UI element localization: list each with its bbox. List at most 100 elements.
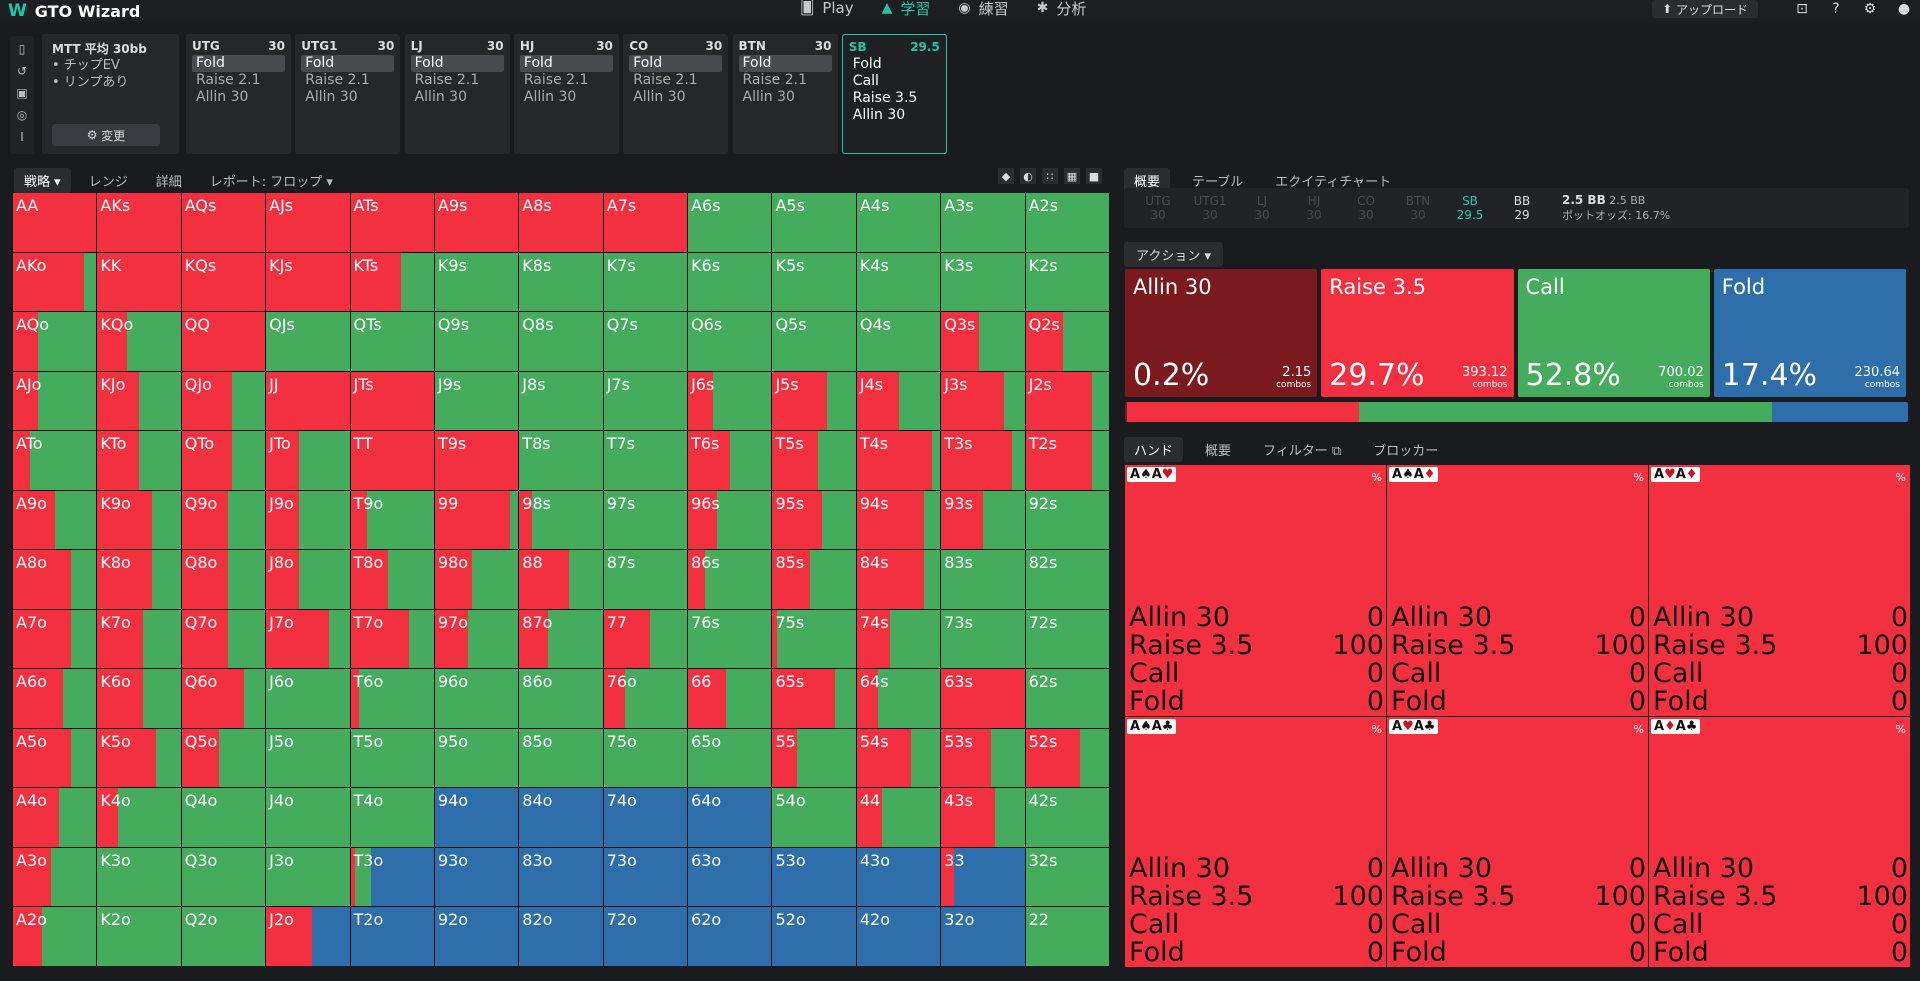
hand-cell[interactable]: 42s — [1025, 788, 1109, 847]
tab-hand-overview[interactable]: 概要 — [1205, 444, 1232, 459]
action-card[interactable]: Call 52.8% 700.02 combos — [1517, 269, 1710, 397]
hand-cell[interactable]: 32s — [1025, 847, 1109, 907]
hand-cell[interactable]: K6o — [97, 669, 181, 728]
hand-cell[interactable]: K3s — [941, 252, 1025, 312]
hand-cell[interactable]: JTs — [350, 371, 434, 431]
gear-icon[interactable]: ⚙ — [1863, 1, 1877, 17]
hand-cell[interactable]: 63o — [688, 847, 772, 907]
hand-cell[interactable]: K8s — [519, 252, 603, 312]
hand-cell[interactable]: Q5s — [772, 312, 856, 371]
hand-cell[interactable]: A8s — [519, 193, 603, 252]
hand-cell[interactable]: J6s — [688, 371, 772, 431]
hand-cell[interactable]: 65o — [688, 728, 772, 788]
hand-cell[interactable]: JJ — [266, 371, 350, 431]
hand-cell[interactable]: 77 — [603, 609, 688, 669]
hand-cell[interactable]: 76o — [603, 669, 688, 728]
hand-cell[interactable]: T4o — [350, 788, 434, 847]
hand-cell[interactable]: QTo — [181, 431, 266, 490]
hand-cell[interactable]: Q3s — [941, 312, 1025, 371]
hand-cell[interactable]: AJs — [266, 193, 350, 252]
position-card-co[interactable]: CO 30 Fold Raise 2.1 Allin 30 — [623, 34, 729, 154]
hand-cell[interactable]: QJs — [266, 312, 350, 371]
position-option[interactable]: Raise 2.1 — [196, 72, 261, 88]
hand-cell[interactable]: T7o — [350, 609, 434, 669]
hand-cell[interactable]: 95s — [772, 490, 856, 550]
hand-cell[interactable]: K7s — [603, 252, 688, 312]
hand-cell[interactable]: 82o — [519, 907, 603, 966]
hand-cell[interactable]: 32o — [941, 907, 1025, 966]
hand-cell[interactable]: 92s — [1025, 490, 1109, 550]
hand-cell[interactable]: JTo — [266, 431, 350, 490]
hand-cell[interactable]: 65s — [772, 669, 856, 728]
hand-cell[interactable]: 88 — [519, 550, 603, 609]
seat-bb[interactable]: BB 29 — [1496, 194, 1548, 222]
seat-utg1[interactable]: UTG1 30 — [1184, 194, 1236, 222]
hand-cell[interactable]: 84s — [856, 550, 941, 609]
hand-cell[interactable]: Q9s — [434, 312, 519, 371]
position-option[interactable]: Fold — [519, 55, 613, 72]
tab-equity-chart[interactable]: エクイティチャート — [1275, 175, 1392, 190]
hand-cell[interactable]: KJo — [97, 371, 181, 431]
hand-cell[interactable]: J7o — [266, 609, 350, 669]
hand-cell[interactable]: 64o — [688, 788, 772, 847]
hand-cell[interactable]: KQo — [97, 312, 181, 371]
hand-cell[interactable]: 53o — [772, 847, 856, 907]
position-option[interactable]: Fold — [852, 56, 882, 72]
change-button[interactable]: ⚙ 変更 — [52, 124, 160, 146]
hand-cell[interactable]: 73o — [603, 847, 688, 907]
hand-cell[interactable]: A5o — [13, 728, 97, 788]
combo-cell[interactable]: A♥A♣% Allin 30 0 Raise 3.5 100 Call 0 Fold 0 — [1387, 716, 1648, 967]
hand-cell[interactable]: 73s — [941, 609, 1025, 669]
seat-lj[interactable]: LJ 30 — [1236, 194, 1288, 222]
hand-cell[interactable]: 75o — [603, 728, 688, 788]
hand-cell[interactable]: 53s — [941, 728, 1025, 788]
hand-cell[interactable]: J2o — [266, 907, 350, 966]
hand-cell[interactable]: 44 — [856, 788, 941, 847]
position-option[interactable]: Allin 30 — [523, 89, 577, 105]
hand-cell[interactable]: QJo — [181, 371, 266, 431]
hand-cell[interactable]: T9o — [350, 490, 434, 550]
hand-cell[interactable]: 22 — [1025, 907, 1109, 966]
hand-cell[interactable]: 94s — [856, 490, 941, 550]
position-option[interactable]: Raise 2.1 — [414, 72, 480, 88]
hand-cell[interactable]: 52s — [1025, 728, 1109, 788]
nav-analyze[interactable]: ✱ 分析 — [1037, 0, 1087, 19]
hand-cell[interactable]: 96s — [688, 490, 772, 550]
hand-cell[interactable]: 92o — [434, 907, 519, 966]
position-option[interactable]: Allin 30 — [633, 89, 686, 105]
hand-cell[interactable]: 76s — [688, 609, 772, 669]
hand-cell[interactable]: J9o — [266, 490, 350, 550]
hand-cell[interactable]: K2s — [1025, 252, 1109, 312]
cube-view-icon[interactable]: ◆ — [998, 168, 1014, 184]
hand-cell[interactable]: 86s — [688, 550, 772, 609]
hand-cell[interactable]: J2s — [1025, 371, 1109, 431]
hand-cell[interactable]: A2o — [13, 907, 97, 966]
hand-cell[interactable]: T6s — [688, 431, 772, 490]
position-card-utg1[interactable]: UTG1 30 Fold Raise 2.1 Allin 30 — [295, 34, 401, 154]
hand-cell[interactable]: J8s — [519, 371, 603, 431]
seat-hj[interactable]: HJ 30 — [1288, 194, 1340, 222]
hand-cell[interactable]: Q8o — [181, 550, 266, 609]
hand-cell[interactable]: T2o — [350, 907, 434, 966]
hand-cell[interactable]: T2s — [1025, 431, 1109, 490]
upload-button[interactable]: ⬆ アップロード — [1652, 0, 1758, 18]
square-view-icon[interactable]: ■ — [1086, 168, 1102, 184]
tab-report[interactable]: レポート: フロップ ▾ — [209, 175, 333, 190]
hand-cell[interactable]: 75s — [772, 609, 856, 669]
hand-cell[interactable]: A7o — [13, 609, 97, 669]
hand-cell[interactable]: K3o — [97, 847, 181, 907]
hand-cell[interactable]: K5s — [772, 252, 856, 312]
grid-view-icon[interactable]: ▦ — [1064, 168, 1080, 184]
position-option[interactable]: Allin 30 — [742, 89, 795, 105]
hand-cell[interactable]: 87o — [519, 609, 603, 669]
hand-cell[interactable]: T8o — [350, 550, 434, 609]
hand-cell[interactable]: K2o — [97, 907, 181, 966]
combo-cell[interactable]: A♠A♣% Allin 30 0 Raise 3.5 100 Call 0 Fold 0 — [1125, 716, 1386, 967]
hand-cell[interactable]: 95o — [434, 728, 519, 788]
hand-cell[interactable]: J5s — [772, 371, 856, 431]
nav-study[interactable]: ▲ 学習 — [882, 0, 931, 19]
hand-cell[interactable]: A7s — [603, 193, 688, 252]
seat-btn[interactable]: BTN 30 — [1392, 194, 1444, 222]
position-option[interactable]: Raise 3.5 — [852, 90, 918, 106]
hand-cell[interactable]: K9o — [97, 490, 181, 550]
